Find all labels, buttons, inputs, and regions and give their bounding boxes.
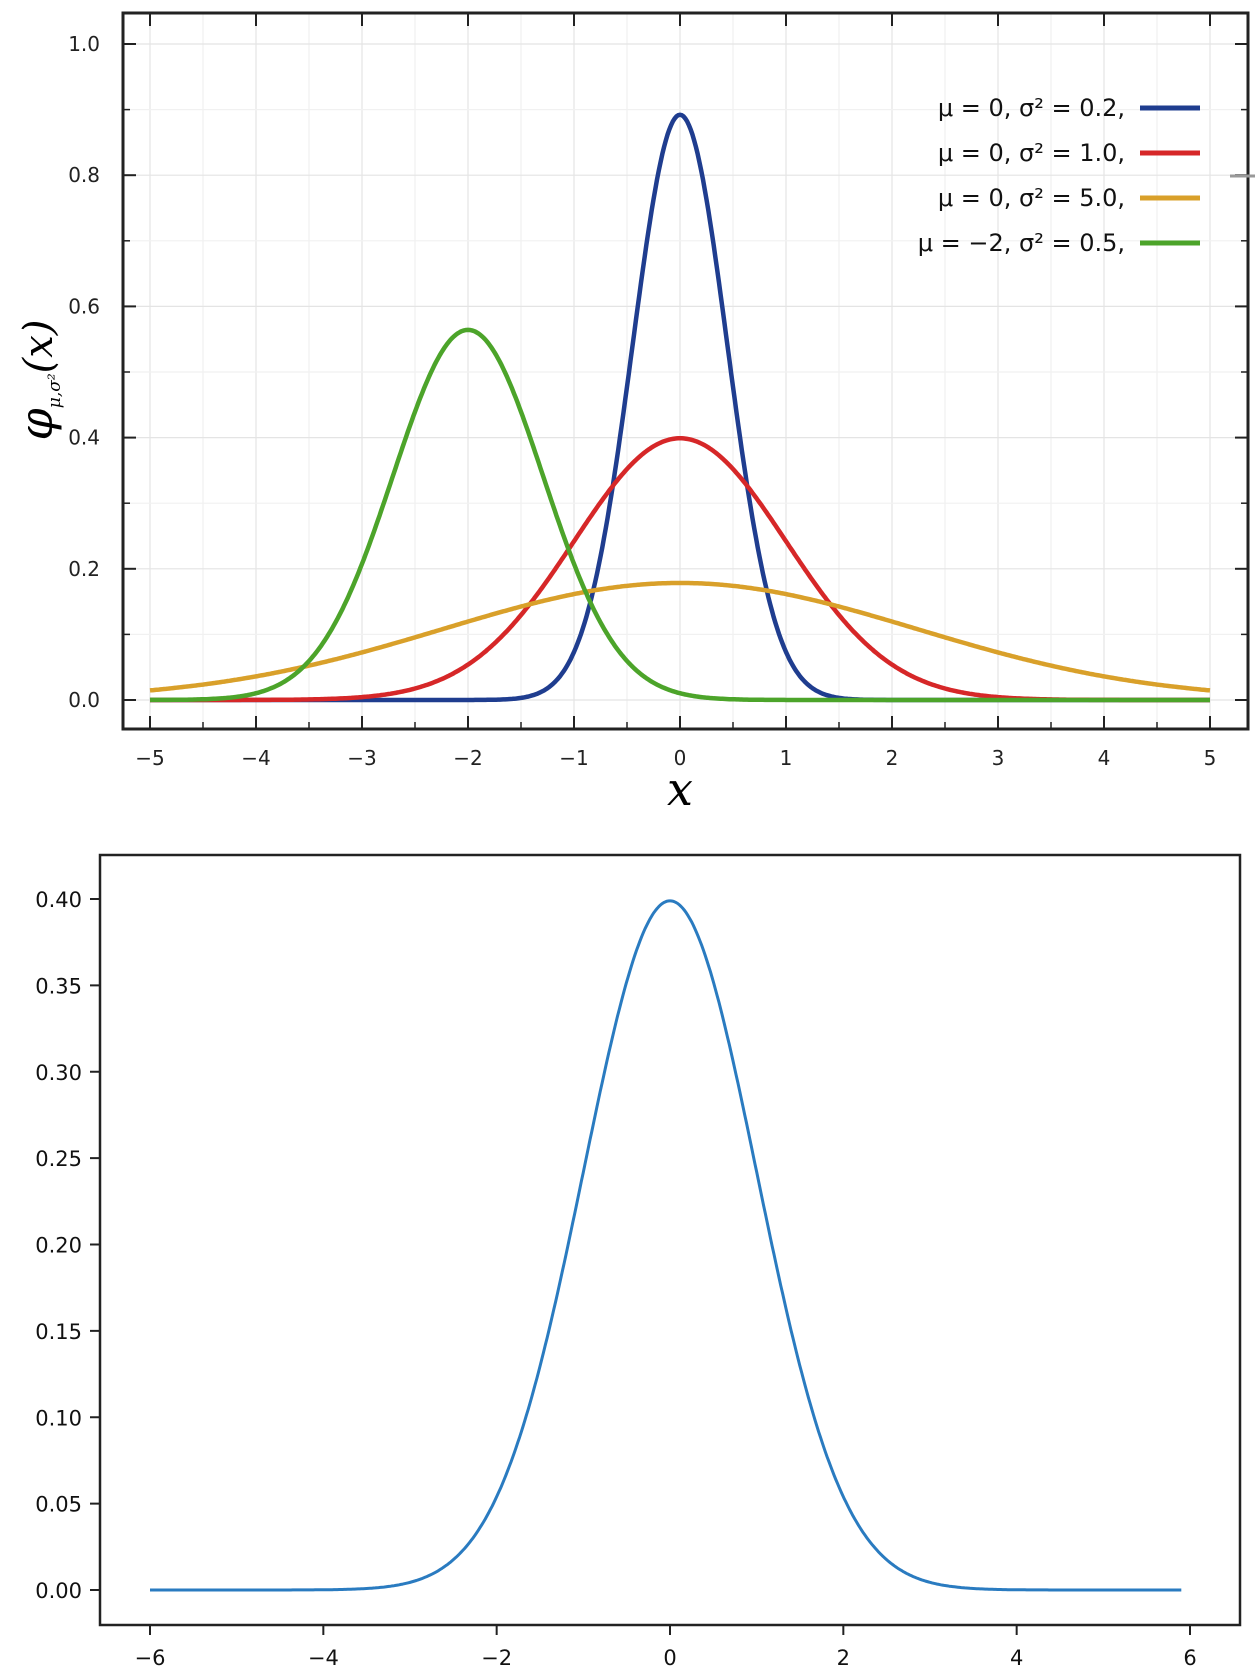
y-tick-label-2: 0.25 bbox=[35, 1147, 82, 1171]
y-tick-label: 0.2 bbox=[68, 557, 100, 581]
x-tick-label: −3 bbox=[347, 746, 376, 770]
axis-ticks-2: −6 −4 −2 0 2 4 6 0.00 0.05 0.10 0.15 0.20 0.25 0.30 0.… bbox=[35, 888, 1196, 1669]
plot-frame bbox=[121, 11, 1250, 731]
plot-frame-2 bbox=[98, 853, 1242, 1627]
series-lines-2 bbox=[150, 899, 1182, 1592]
y-tick-label: 0.8 bbox=[68, 163, 100, 187]
x-tick-label: −4 bbox=[241, 746, 270, 770]
y-tick-label-2: 0.35 bbox=[35, 974, 82, 998]
x-tick-label: 0 bbox=[674, 746, 687, 770]
y-tick-label: 0.0 bbox=[68, 688, 100, 712]
x-tick-label: 4 bbox=[1098, 746, 1111, 770]
y-tick-label-2: 0.30 bbox=[35, 1061, 82, 1085]
series-line bbox=[149, 327, 1211, 703]
x-tick-label: −2 bbox=[453, 746, 482, 770]
y-tick-label: 1.0 bbox=[68, 32, 100, 56]
y-tick-label-2: 0.10 bbox=[35, 1406, 82, 1430]
x-tick-label: 1 bbox=[780, 746, 793, 770]
x-tick-label-2: −4 bbox=[308, 1646, 339, 1669]
x-tick-label-2: −2 bbox=[481, 1646, 512, 1669]
legend-label: μ = −2, σ² = 0.5, bbox=[918, 229, 1125, 257]
y-tick-label-2: 0.00 bbox=[35, 1579, 82, 1603]
legend-label: μ = 0, σ² = 0.2, bbox=[938, 94, 1125, 122]
y-tick-label-2: 0.20 bbox=[35, 1234, 82, 1258]
x-tick-label: 5 bbox=[1204, 746, 1217, 770]
series-line-2 bbox=[150, 899, 1182, 1592]
x-tick-label: 3 bbox=[992, 746, 1005, 770]
y-tick-label: 0.6 bbox=[68, 294, 100, 318]
x-tick-label: −1 bbox=[559, 746, 588, 770]
series-lines bbox=[149, 112, 1211, 703]
x-axis-label: x bbox=[667, 762, 693, 816]
x-tick-label-2: −6 bbox=[135, 1646, 166, 1669]
x-tick-label-2: 0 bbox=[663, 1646, 676, 1669]
grid bbox=[124, 14, 1247, 728]
y-tick-label-2: 0.40 bbox=[35, 888, 82, 912]
y-axis-label: φμ,σ²(x) bbox=[9, 320, 65, 441]
y-axis-label-main: φ bbox=[9, 407, 63, 440]
legend-label: μ = 0, σ² = 1.0, bbox=[938, 139, 1125, 167]
legend-label: μ = 0, σ² = 5.0, bbox=[938, 184, 1125, 212]
x-tick-label-2: 2 bbox=[837, 1646, 850, 1669]
x-tick-label: 2 bbox=[886, 746, 899, 770]
series-line bbox=[149, 580, 1211, 693]
y-tick-label-2: 0.05 bbox=[35, 1493, 82, 1517]
y-tick-label-2: 0.15 bbox=[35, 1320, 82, 1344]
normal-distributions-chart: −5 −4 −3 −2 −1 0 1 2 3 4 5 0.0 0.2 0.4 0.6 0.8 1.0 μ = 0… bbox=[9, 11, 1255, 816]
x-tick-label: −5 bbox=[135, 746, 164, 770]
y-axis-label-sub: μ,σ² bbox=[45, 373, 65, 408]
axis-ticks: −5 −4 −3 −2 −1 0 1 2 3 4 5 0.0 0.2 0.4 0.6 0.8 1.0 bbox=[68, 14, 1247, 770]
y-tick-label: 0.4 bbox=[68, 426, 100, 450]
y-axis-label-arg: (x) bbox=[16, 320, 62, 374]
svg-text:φμ,σ²(x): φμ,σ²(x) bbox=[9, 320, 65, 441]
x-tick-label-2: 4 bbox=[1010, 1646, 1023, 1669]
x-tick-label-2: 6 bbox=[1183, 1646, 1196, 1669]
legend: μ = 0, σ² = 0.2, μ = 0, σ² = 1.0, μ = 0, σ… bbox=[918, 94, 1200, 257]
